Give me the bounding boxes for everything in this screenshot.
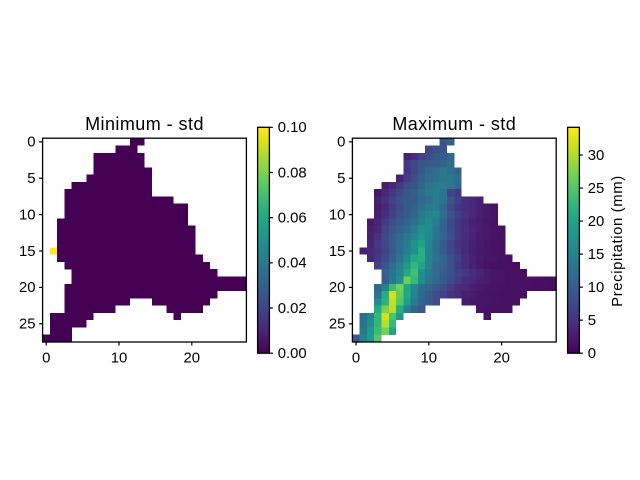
svg-text:5: 5: [337, 171, 345, 187]
svg-text:10: 10: [19, 207, 36, 223]
svg-text:Precipitation (mm): Precipitation (mm): [610, 175, 626, 307]
svg-text:0: 0: [352, 350, 360, 366]
svg-text:15: 15: [329, 244, 346, 260]
svg-text:15: 15: [19, 244, 36, 260]
svg-text:10: 10: [329, 207, 346, 223]
svg-text:Minimum - std: Minimum - std: [85, 114, 204, 134]
svg-text:5: 5: [27, 171, 35, 187]
svg-text:20: 20: [329, 280, 346, 296]
svg-text:15: 15: [588, 247, 605, 263]
svg-text:10: 10: [588, 280, 605, 296]
svg-text:Maximum - std: Maximum - std: [392, 114, 516, 134]
svg-text:10: 10: [421, 350, 438, 366]
svg-text:0: 0: [337, 135, 345, 151]
svg-text:30: 30: [588, 148, 605, 164]
svg-text:0.10: 0.10: [278, 120, 307, 136]
svg-text:0.06: 0.06: [278, 210, 307, 226]
svg-text:0.02: 0.02: [278, 301, 307, 317]
svg-text:0: 0: [42, 350, 50, 366]
svg-text:25: 25: [19, 317, 36, 333]
svg-text:10: 10: [111, 350, 128, 366]
svg-text:0.04: 0.04: [278, 256, 307, 272]
svg-text:5: 5: [588, 313, 596, 329]
svg-text:25: 25: [588, 181, 605, 197]
svg-text:0.00: 0.00: [278, 346, 307, 362]
svg-text:25: 25: [329, 317, 346, 333]
svg-text:0: 0: [588, 346, 596, 362]
svg-text:20: 20: [588, 214, 605, 230]
svg-text:0.08: 0.08: [278, 165, 307, 181]
svg-text:0: 0: [27, 135, 35, 151]
svg-text:20: 20: [493, 350, 510, 366]
svg-text:20: 20: [184, 350, 201, 366]
svg-text:20: 20: [19, 280, 36, 296]
